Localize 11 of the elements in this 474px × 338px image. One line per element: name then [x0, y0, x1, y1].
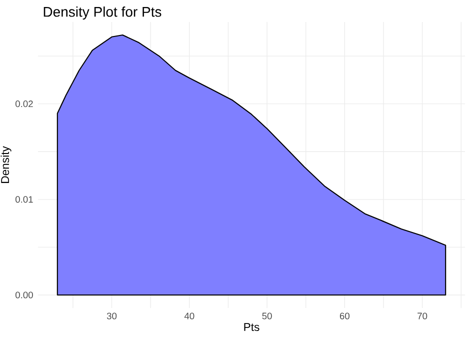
- x-tick-label: 40: [184, 312, 194, 320]
- y-tick-label: 0.01: [15, 196, 33, 203]
- chart-title: Density Plot for Pts: [44, 6, 162, 20]
- y-tick-label: 0.02: [15, 100, 33, 108]
- x-tick-label: 30: [106, 312, 117, 320]
- x-tick-label: 70: [418, 312, 428, 320]
- y-tick-label: 0.00: [15, 292, 33, 298]
- x-axis-title: Pts: [244, 323, 260, 332]
- x-tick-label: 60: [340, 312, 350, 320]
- x-tick-label: 50: [262, 312, 272, 320]
- y-axis-title: Density: [0, 146, 12, 183]
